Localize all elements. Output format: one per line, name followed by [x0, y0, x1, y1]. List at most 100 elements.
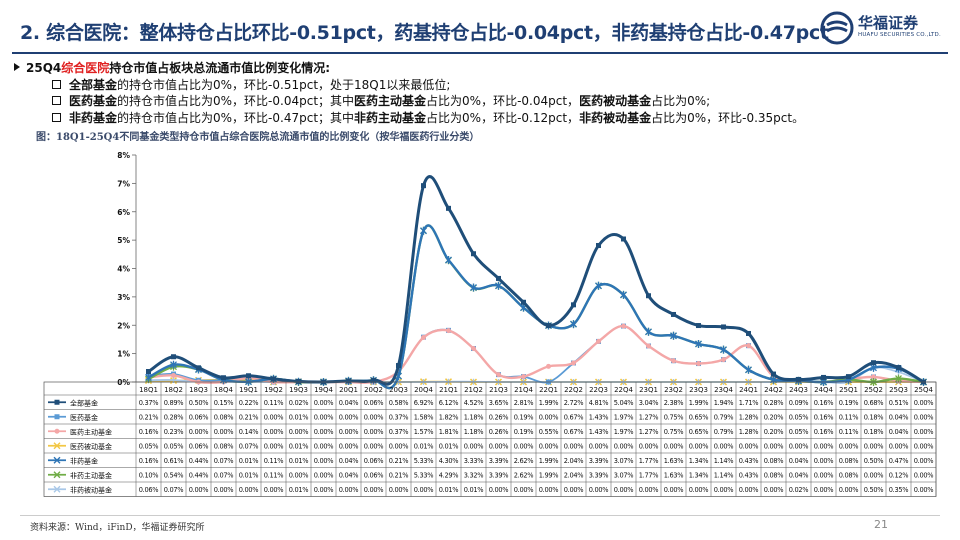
x-tick-label: 25Q4	[914, 386, 933, 394]
data-label: 0.01%	[289, 414, 308, 422]
data-label: 2.81%	[514, 399, 533, 407]
bullet-item-all-funds: 全部基金的持仓市值占比为0%，环比-0.51pct，处于18Q1以来最低位;	[14, 77, 944, 94]
data-label: 0.37%	[139, 399, 158, 407]
data-point	[495, 281, 502, 290]
data-label: 0.50%	[189, 399, 208, 407]
bullet-bold: 医药主动基金	[354, 94, 427, 108]
data-point	[696, 361, 701, 367]
data-point	[571, 360, 576, 366]
x-tick-label: 19Q3	[289, 386, 308, 394]
x-tick-label: 25Q3	[889, 386, 908, 394]
data-point	[346, 378, 351, 384]
data-point	[596, 243, 601, 249]
series-line-5	[147, 224, 924, 390]
data-point	[446, 328, 451, 334]
data-label: 0.08%	[839, 472, 858, 480]
data-label: 0.14%	[239, 428, 258, 436]
data-label: 0.00%	[914, 457, 933, 465]
data-label: 2.62%	[514, 472, 533, 480]
data-label: 1.77%	[639, 472, 658, 480]
data-label: 0.00%	[914, 443, 933, 451]
data-point	[171, 372, 176, 378]
data-label: 0.22%	[239, 399, 258, 407]
data-label: 0.55%	[539, 428, 558, 436]
data-point	[746, 330, 751, 336]
data-point	[671, 358, 676, 364]
data-label: 0.10%	[139, 472, 158, 480]
data-label: 0.00%	[514, 443, 533, 451]
data-point	[620, 290, 627, 299]
data-label: 0.16%	[139, 457, 158, 465]
logo-icon	[820, 11, 854, 45]
data-label: 3.07%	[614, 472, 633, 480]
data-label: 0.00%	[839, 443, 858, 451]
data-label: 0.04%	[339, 399, 358, 407]
data-label: 0.16%	[139, 428, 158, 436]
y-tick-label: 8%	[117, 151, 130, 160]
data-label: 0.00%	[264, 486, 283, 494]
data-label: 0.43%	[739, 472, 758, 480]
data-label: 0.00%	[314, 457, 333, 465]
data-point	[521, 374, 526, 380]
data-label: 0.07%	[239, 443, 258, 451]
data-label: 4.81%	[589, 399, 608, 407]
data-label: 0.00%	[914, 486, 933, 494]
data-point	[746, 343, 751, 349]
data-label: 1.27%	[639, 414, 658, 422]
data-label: 3.39%	[589, 472, 608, 480]
data-point	[821, 374, 826, 380]
data-point	[721, 324, 726, 330]
data-label: 0.68%	[864, 399, 883, 407]
data-label: 0.00%	[264, 428, 283, 436]
data-point	[496, 275, 501, 281]
data-label: 0.00%	[539, 443, 558, 451]
data-point	[871, 360, 876, 366]
data-label: 4.29%	[439, 472, 458, 480]
data-point	[546, 363, 551, 369]
data-point	[846, 374, 851, 380]
bullet-bold: 非药被动基金	[579, 110, 652, 125]
data-label: 1.63%	[664, 457, 683, 465]
data-label: 0.06%	[189, 414, 208, 422]
data-point	[246, 373, 251, 379]
data-label: 1.99%	[689, 399, 708, 407]
data-label: 2.04%	[564, 457, 583, 465]
x-tick-label: 24Q4	[814, 386, 833, 394]
y-tick-label: 2%	[117, 321, 130, 330]
data-label: 0.06%	[139, 486, 158, 494]
data-label: 0.00%	[589, 443, 608, 451]
data-label: 1.58%	[414, 414, 433, 422]
data-label: 1.97%	[614, 414, 633, 422]
data-label: 1.57%	[414, 428, 433, 436]
data-point	[145, 373, 152, 382]
data-point	[420, 226, 427, 235]
series-line-0	[147, 175, 925, 386]
x-tick-label: 20Q3	[389, 386, 408, 394]
data-label: 0.20%	[764, 428, 783, 436]
data-label: 0.00%	[539, 414, 558, 422]
source-note: 资料来源：Wind，iFinD，华福证券研究所	[30, 523, 205, 533]
data-label: 0.01%	[239, 472, 258, 480]
x-tick-label: 18Q4	[214, 386, 233, 394]
data-point	[171, 354, 176, 360]
x-tick-label: 22Q1	[539, 386, 558, 394]
data-label: 3.65%	[489, 399, 508, 407]
data-label: 0.00%	[864, 443, 883, 451]
data-label: 0.00%	[464, 443, 483, 451]
legend-label: 医药基金	[70, 413, 98, 422]
data-point	[796, 376, 801, 382]
x-tick-label: 18Q1	[139, 386, 158, 394]
data-point	[170, 360, 177, 369]
data-label: 0.00%	[514, 486, 533, 494]
data-label: 0.00%	[339, 414, 358, 422]
data-label: 4.52%	[464, 399, 483, 407]
data-label: 0.05%	[789, 428, 808, 436]
x-tick-label: 23Q2	[664, 386, 683, 394]
checkbox-bullet-icon	[52, 112, 61, 122]
data-label: 0.16%	[814, 428, 833, 436]
data-point	[146, 369, 151, 375]
summary-highlight: 综合医院	[61, 61, 110, 75]
legend-marker	[53, 442, 61, 450]
bullet-bold: 医药被动基金	[579, 94, 652, 108]
data-label: 0.00%	[489, 443, 508, 451]
